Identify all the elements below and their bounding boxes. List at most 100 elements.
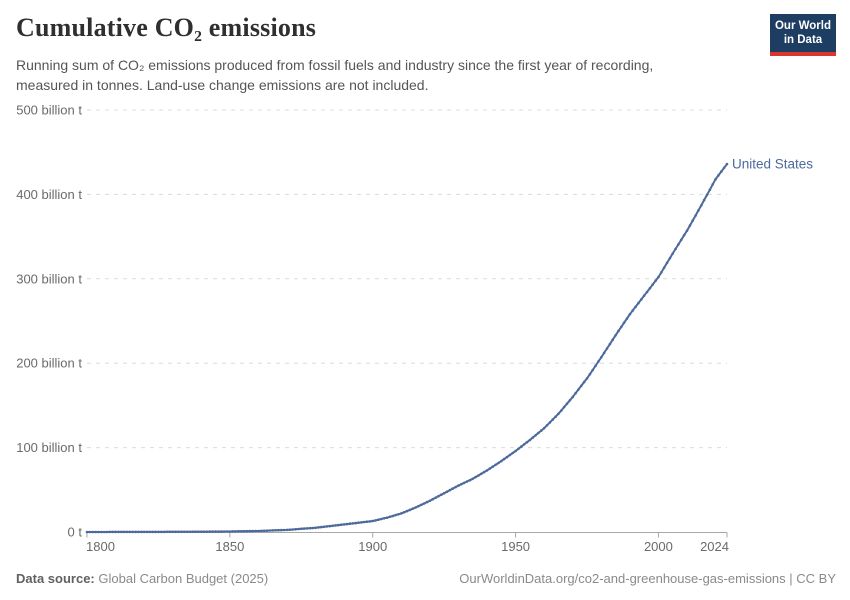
- data-point: [557, 412, 560, 416]
- data-point: [257, 529, 260, 533]
- data-source: Data source: Global Carbon Budget (2025): [16, 571, 268, 586]
- subtitle-line2: measured in tonnes. Land-use change emis…: [16, 76, 429, 93]
- data-point: [188, 530, 192, 534]
- data-point: [397, 513, 400, 516]
- data-point: [542, 426, 546, 430]
- data-point: [648, 287, 652, 290]
- data-point: [522, 443, 526, 446]
- data-point: [97, 530, 100, 534]
- data-point: [534, 434, 537, 437]
- data-point: [480, 472, 483, 476]
- data-point: [128, 530, 132, 534]
- entity-label[interactable]: United States: [732, 157, 813, 172]
- data-point: [622, 321, 626, 325]
- data-point: [434, 496, 437, 500]
- data-point: [440, 493, 443, 497]
- data-point: [205, 530, 209, 533]
- data-point: [548, 421, 552, 424]
- data-point: [182, 530, 186, 534]
- data-point: [531, 436, 534, 439]
- data-point: [477, 474, 480, 477]
- data-point: [85, 530, 89, 534]
- owid-logo[interactable]: Our World in Data: [770, 14, 836, 56]
- data-point: [540, 429, 543, 432]
- x-tick-label: 1900: [358, 539, 387, 554]
- credit-link[interactable]: OurWorldinData.org/co2-and-greenhouse-ga…: [459, 571, 836, 586]
- x-axis: 1800 1850 1900 1950 2000 2024: [86, 532, 729, 554]
- x-tick-label: 1850: [215, 539, 244, 554]
- data-point: [425, 500, 429, 504]
- data-point: [331, 524, 335, 528]
- data-point: [691, 219, 694, 222]
- data-point: [225, 530, 229, 533]
- data-point: [565, 402, 569, 406]
- data-point: [411, 507, 415, 511]
- data-point: [114, 530, 117, 534]
- data-point: [677, 243, 680, 246]
- data-point: [637, 301, 640, 305]
- series-line[interactable]: [86, 163, 728, 533]
- data-point: [277, 528, 280, 532]
- data-point: [702, 198, 706, 202]
- data-point: [317, 526, 320, 529]
- data-point: [165, 530, 169, 534]
- data-point: [594, 364, 597, 368]
- data-point: [631, 309, 634, 312]
- y-tick-label: 200 billion t: [16, 356, 82, 371]
- data-point: [625, 317, 629, 320]
- data-point: [628, 312, 632, 316]
- data-point: [431, 498, 435, 501]
- data-point: [262, 529, 266, 533]
- data-point: [288, 528, 292, 531]
- data-point: [377, 518, 380, 521]
- data-point: [482, 470, 486, 474]
- data-point: [145, 530, 149, 534]
- data-point: [402, 511, 406, 514]
- x-tick-label: 2024: [700, 539, 729, 554]
- data-point: [394, 513, 397, 517]
- chart-subtitle: Running sum of CO₂ emissions produced fr…: [16, 56, 716, 96]
- x-tick-label: 2000: [644, 539, 673, 554]
- data-point: [285, 528, 289, 532]
- series-united-states[interactable]: United States: [85, 157, 814, 534]
- data-point: [580, 384, 583, 388]
- data-point: [325, 525, 329, 528]
- data-point: [88, 530, 92, 534]
- data-point: [171, 530, 174, 534]
- data-point: [254, 529, 257, 533]
- data-point: [408, 508, 412, 512]
- data-point: [620, 325, 623, 329]
- subtitle-line1: Running sum of CO₂ emissions produced fr…: [16, 57, 654, 73]
- data-point: [228, 530, 232, 533]
- data-point: [351, 522, 355, 525]
- data-point: [674, 247, 677, 251]
- data-point: [605, 347, 609, 350]
- data-point: [494, 463, 497, 467]
- data-point: [502, 457, 506, 461]
- data-point: [725, 162, 729, 166]
- data-point: [671, 252, 674, 255]
- data-point: [300, 527, 303, 531]
- gridlines: [87, 109, 727, 449]
- data-point: [591, 368, 594, 372]
- data-point: [508, 453, 512, 457]
- data-point: [688, 224, 692, 227]
- data-point: [714, 177, 717, 181]
- data-point: [414, 506, 417, 509]
- data-point: [157, 530, 160, 534]
- data-point: [185, 530, 189, 534]
- data-point: [642, 294, 646, 298]
- data-point: [485, 469, 489, 472]
- data-point: [151, 530, 154, 534]
- data-point: [654, 279, 657, 283]
- data-point: [174, 530, 177, 534]
- data-point: [588, 372, 592, 376]
- data-point: [91, 530, 94, 534]
- chart-footer: Data source: Global Carbon Budget (2025)…: [16, 571, 836, 586]
- data-point: [200, 530, 203, 533]
- data-point: [214, 530, 217, 533]
- data-point: [537, 431, 540, 435]
- data-point: [260, 529, 263, 533]
